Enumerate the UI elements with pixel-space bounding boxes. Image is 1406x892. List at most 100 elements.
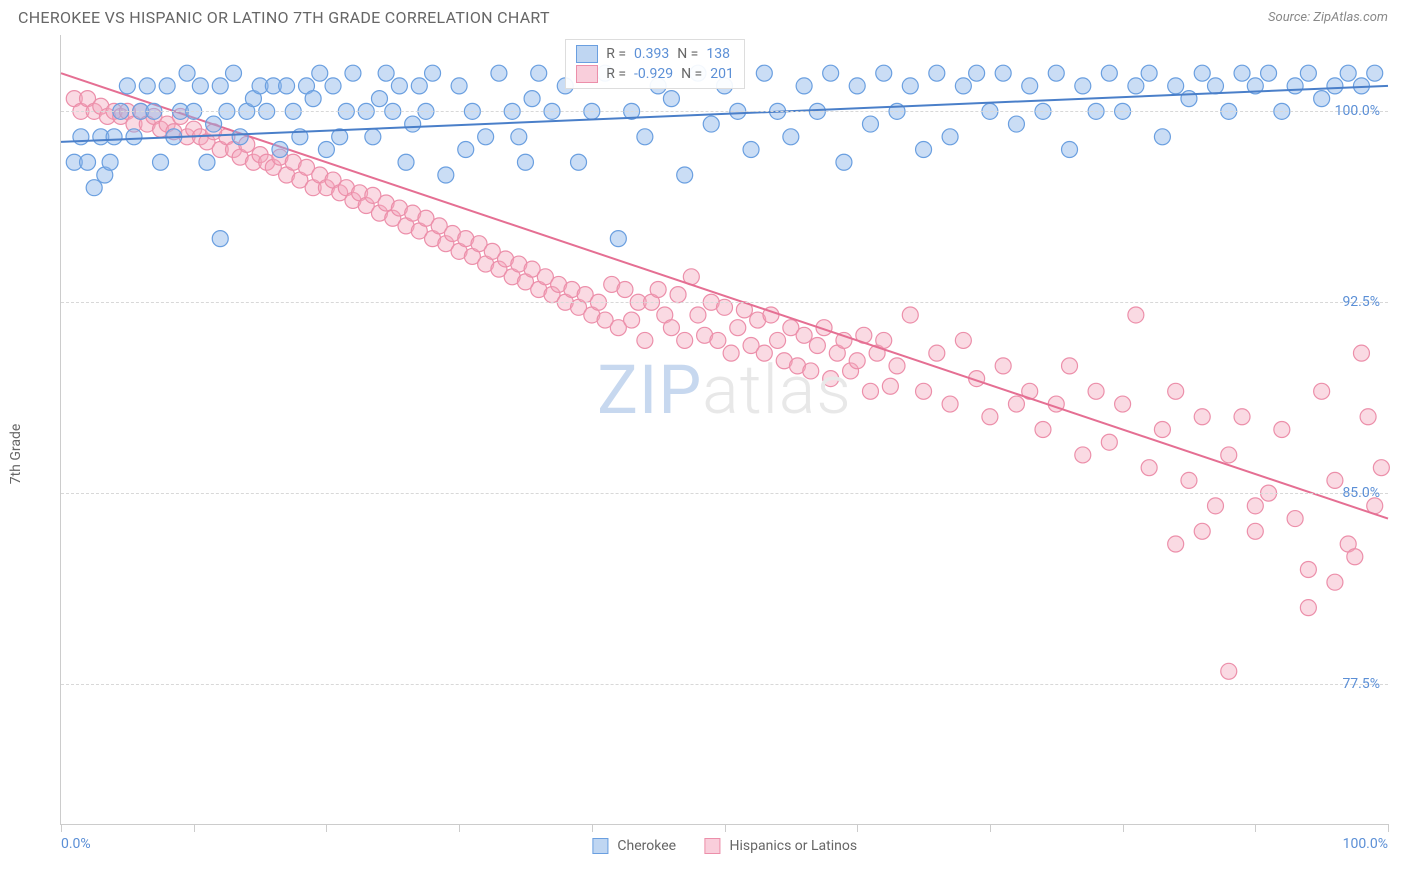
scatter-point — [1327, 574, 1343, 590]
scatter-point — [1247, 498, 1263, 514]
scatter-point — [1141, 460, 1157, 476]
scatter-point — [371, 91, 387, 107]
y-tick-label: 100.0% — [1335, 103, 1380, 119]
scatter-point — [179, 65, 195, 81]
r-label: R = — [606, 46, 626, 62]
scatter-point — [378, 65, 394, 81]
scatter-point — [849, 353, 865, 369]
scatter-point — [1022, 78, 1038, 94]
scatter-point — [232, 129, 248, 145]
gridline — [61, 493, 1388, 494]
legend-label-cherokee: Cherokee — [617, 838, 676, 854]
legend-item-hispanic: Hispanics or Latinos — [704, 838, 857, 854]
scatter-point — [1115, 396, 1131, 412]
x-axis-label-min: 0.0% — [61, 836, 91, 852]
scatter-point — [995, 65, 1011, 81]
scatter-point — [670, 287, 686, 303]
scatter-point — [1088, 383, 1104, 399]
scatter-point — [942, 129, 958, 145]
scatter-point — [325, 78, 341, 94]
scatter-point — [836, 154, 852, 170]
y-tick-label: 85.0% — [1342, 485, 1380, 501]
scatter-point — [1360, 409, 1376, 425]
scatter-point — [876, 332, 892, 348]
n-value-cherokee: 138 — [706, 46, 730, 62]
scatter-point — [663, 320, 679, 336]
scatter-point — [192, 78, 208, 94]
scatter-point — [1287, 78, 1303, 94]
legend-label-hispanic: Hispanics or Latinos — [730, 838, 858, 854]
stats-row-hispanic: R = -0.929 N = 201 — [576, 64, 734, 84]
scatter-point — [650, 282, 666, 298]
scatter-point — [1154, 422, 1170, 438]
scatter-point — [305, 91, 321, 107]
scatter-point — [1353, 345, 1369, 361]
scatter-point — [1168, 536, 1184, 552]
scatter-point — [1168, 78, 1184, 94]
scatter-svg — [61, 35, 1388, 824]
scatter-point — [710, 332, 726, 348]
swatch-hispanic-icon — [576, 65, 598, 83]
scatter-point — [1274, 422, 1290, 438]
scatter-point — [1314, 383, 1330, 399]
scatter-point — [637, 129, 653, 145]
scatter-point — [226, 65, 242, 81]
scatter-point — [405, 116, 421, 132]
x-tick — [459, 824, 460, 832]
x-tick — [1123, 824, 1124, 832]
scatter-point — [1048, 65, 1064, 81]
scatter-point — [690, 307, 706, 323]
chart-title: CHEROKEE VS HISPANIC OR LATINO 7TH GRADE… — [18, 8, 550, 27]
scatter-point — [1075, 78, 1091, 94]
legend-swatch-hispanic-icon — [704, 838, 720, 854]
gridline — [61, 684, 1388, 685]
scatter-point — [803, 363, 819, 379]
scatter-point — [478, 129, 494, 145]
scatter-point — [1207, 78, 1223, 94]
scatter-point — [1287, 511, 1303, 527]
scatter-point — [756, 65, 772, 81]
scatter-point — [823, 371, 839, 387]
scatter-point — [610, 231, 626, 247]
scatter-point — [796, 327, 812, 343]
scatter-point — [212, 231, 228, 247]
scatter-point — [1221, 663, 1237, 679]
scatter-point — [398, 154, 414, 170]
scatter-point — [849, 78, 865, 94]
scatter-point — [524, 91, 540, 107]
x-tick — [194, 824, 195, 832]
scatter-point — [1075, 447, 1091, 463]
scatter-point — [1168, 383, 1184, 399]
scatter-point — [916, 383, 932, 399]
scatter-point — [677, 332, 693, 348]
trend-line — [61, 73, 1388, 518]
scatter-point — [272, 142, 288, 158]
scatter-point — [809, 338, 825, 354]
scatter-point — [1314, 91, 1330, 107]
scatter-point — [1300, 561, 1316, 577]
scatter-point — [1008, 396, 1024, 412]
scatter-point — [1128, 307, 1144, 323]
gridline — [61, 302, 1388, 303]
x-tick — [990, 824, 991, 832]
scatter-point — [637, 332, 653, 348]
chart-header: CHEROKEE VS HISPANIC OR LATINO 7TH GRADE… — [0, 0, 1406, 31]
scatter-point — [206, 116, 222, 132]
scatter-point — [106, 129, 122, 145]
scatter-point — [1340, 65, 1356, 81]
scatter-point — [617, 282, 633, 298]
y-axis-label: 7th Grade — [8, 424, 24, 485]
scatter-point — [1234, 409, 1250, 425]
scatter-point — [411, 78, 427, 94]
chart-source: Source: ZipAtlas.com — [1268, 10, 1388, 25]
scatter-point — [1008, 116, 1024, 132]
scatter-point — [955, 78, 971, 94]
scatter-point — [312, 65, 328, 81]
scatter-point — [1128, 78, 1144, 94]
x-tick — [857, 824, 858, 832]
scatter-point — [1300, 600, 1316, 616]
scatter-point — [1373, 460, 1389, 476]
scatter-point — [80, 154, 96, 170]
scatter-point — [1141, 65, 1157, 81]
scatter-point — [126, 129, 142, 145]
